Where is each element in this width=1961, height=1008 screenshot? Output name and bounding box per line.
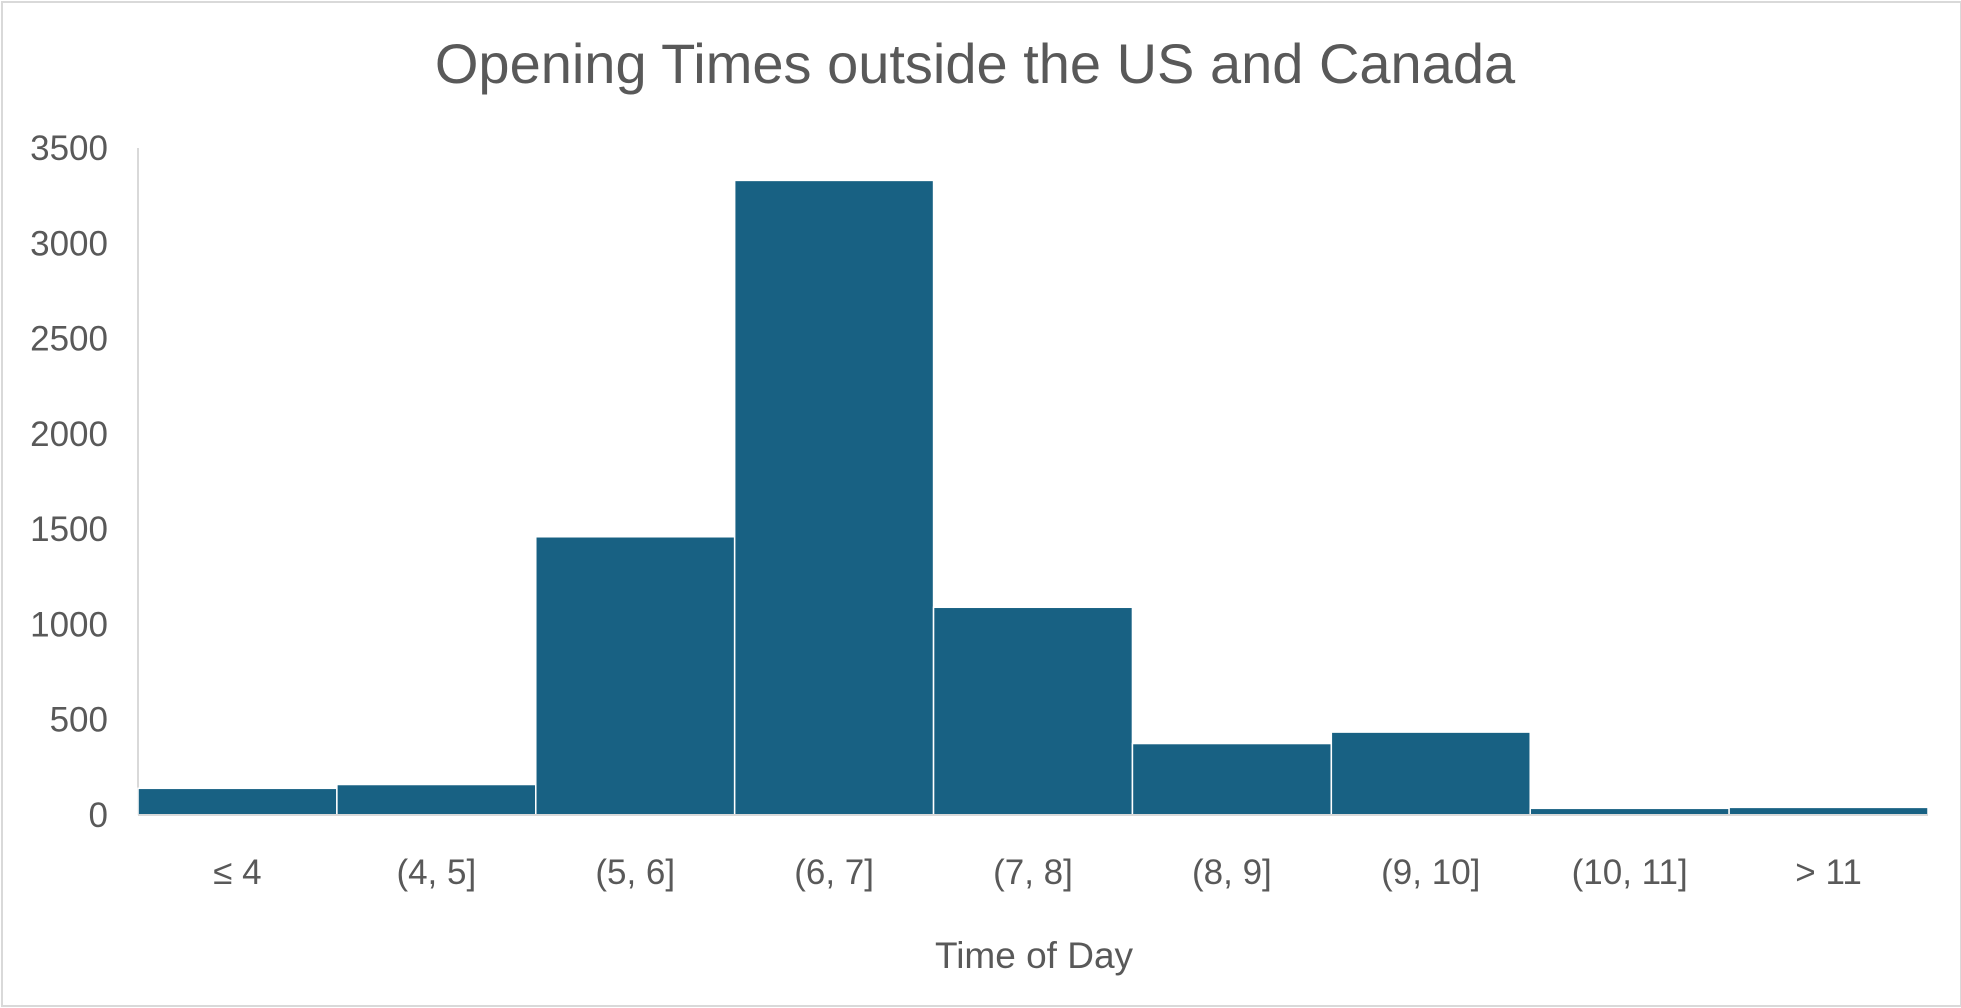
bar [1330, 731, 1531, 816]
bar [932, 606, 1134, 816]
x-tick-label: (10, 11] [1572, 853, 1688, 892]
bar [1728, 806, 1929, 816]
y-tick-label: 2500 [30, 320, 108, 359]
x-axis-title: Time of Day [935, 935, 1134, 976]
y-tick-label: 2000 [30, 415, 108, 454]
bar [1131, 742, 1333, 816]
x-tick-label: (6, 7] [794, 853, 874, 892]
y-tick-label: 1000 [30, 605, 108, 644]
x-tick-label: (8, 9] [1192, 853, 1272, 892]
bar [733, 179, 935, 816]
bar [336, 783, 537, 816]
bar [137, 787, 338, 816]
y-tick-label: 3000 [30, 224, 108, 263]
y-tick-label: 1500 [30, 510, 108, 549]
chart-title: Opening Times outside the US and Canada [435, 32, 1516, 95]
y-tick-label: 500 [50, 701, 108, 740]
y-axis-ticks: 0 500 1000 1500 2000 2500 3000 3500 [30, 129, 108, 835]
x-tick-label: (4, 5] [396, 853, 476, 892]
y-tick-label: 3500 [30, 129, 108, 168]
x-tick-label: > 11 [1795, 853, 1862, 892]
bar [535, 536, 736, 816]
x-tick-label: (5, 6] [595, 853, 675, 892]
y-tick-label: 0 [89, 796, 108, 835]
x-tick-label: (9, 10] [1381, 853, 1480, 892]
x-tick-label: (7, 8] [993, 853, 1073, 892]
bars [137, 179, 1929, 816]
x-tick-label: ≤ 4 [213, 853, 261, 892]
bar [1529, 807, 1730, 816]
x-axis-ticks: ≤ 4 (4, 5] (5, 6] (6, 7] (7, 8] (8, 9] (9, 10]… [213, 853, 1862, 892]
